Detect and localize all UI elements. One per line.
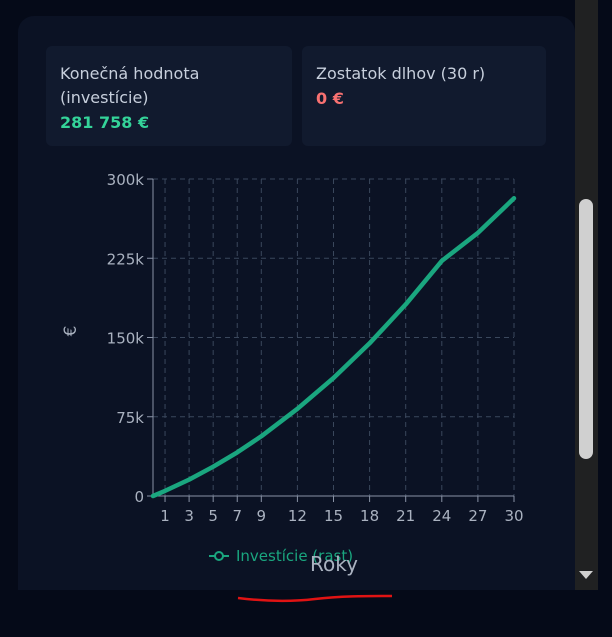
x-tick-label: 5 [208,507,218,525]
y-tick-label: 225k [107,250,145,268]
x-axis-title: Roky [310,552,358,576]
x-tick-label: 18 [360,507,379,525]
debt-remaining-card: Zostatok dlhov (30 r) 0 € [302,46,546,146]
scrollbar-thumb[interactable] [579,199,593,459]
legend-swatch-marker [214,551,224,561]
final-value-label: Konečná hodnota (investície) [60,64,200,107]
x-tick-label: 27 [468,507,487,525]
x-tick-label: 30 [504,507,523,525]
legend-label: Investície (rast) [236,547,353,565]
x-tick-label: 3 [184,507,194,525]
x-tick-label: 9 [257,507,267,525]
x-tick-label: 21 [396,507,415,525]
y-tick-label: 150k [107,330,145,348]
results-panel: Konečná hodnota (investície) 281 758 € Z… [18,16,575,590]
x-tick-label: 12 [288,507,307,525]
y-axis-title: € [61,326,81,337]
x-tick-label: 1 [160,507,170,525]
final-value-card: Konečná hodnota (investície) 281 758 € [46,46,292,146]
final-value-amount: 281 758 € [60,113,150,132]
y-tick-label: 75k [116,409,144,427]
debt-remaining-amount: 0 € [316,89,344,108]
y-tick-label: 0 [134,488,144,506]
series-line [150,196,517,499]
debt-remaining-label: Zostatok dlhov (30 r) [316,64,486,83]
x-tick-label: 15 [324,507,343,525]
scroll-down-arrow-icon[interactable] [579,571,593,579]
y-tick-label: 300k [107,171,145,189]
x-tick-label: 7 [232,507,242,525]
x-tick-label: 24 [432,507,451,525]
vertical-scrollbar[interactable] [575,0,598,590]
